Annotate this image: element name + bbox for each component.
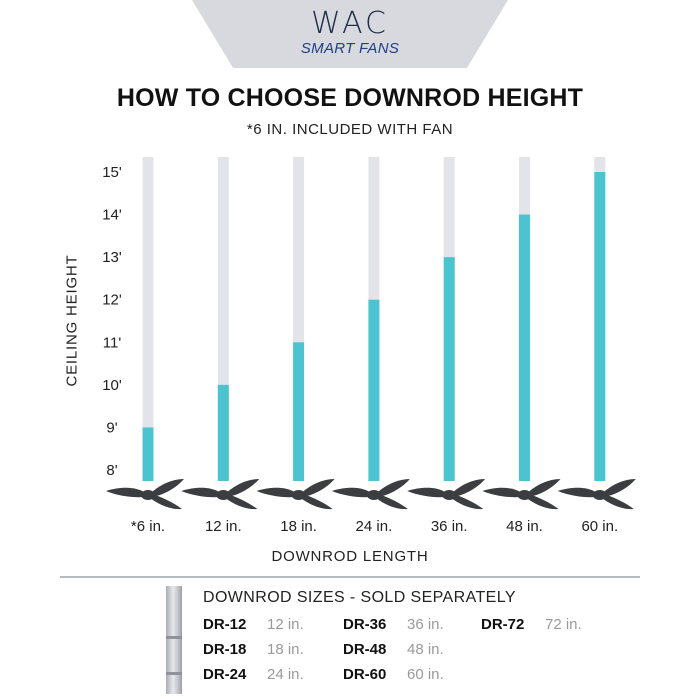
downrod-size-length: 60 in.: [407, 666, 444, 683]
downrod-size-code: DR-12: [203, 616, 247, 633]
ceiling-fan-icon: [181, 479, 260, 510]
x-tick-label: 24 in.: [356, 518, 393, 535]
x-tick-label: 36 in.: [431, 518, 468, 535]
downrod-size-length: 24 in.: [267, 666, 304, 683]
section-divider: [60, 576, 640, 578]
y-tick-label: 13': [102, 249, 122, 266]
x-axis-label: DOWNROD LENGTH: [271, 548, 429, 565]
x-tick-label: 12 in.: [205, 518, 242, 535]
ceiling-fan-icon: [557, 479, 636, 510]
downrod-size-code: DR-60: [343, 666, 387, 683]
ceiling-fan-icon: [407, 479, 486, 510]
downrod-size-item: DR-18 18 in.: [203, 641, 304, 658]
ceiling-fan-icon: [256, 479, 335, 510]
downrod-chart: 8' 9' 10' 11' 12' 13' 14' 15' *6 in. 12 in. 18 in.…: [102, 157, 636, 535]
bar: [217, 384, 229, 481]
x-tick-label: 18 in.: [280, 518, 317, 535]
downrod-size-item: DR-12 12 in.: [203, 616, 304, 633]
downrod-sizes-heading: DOWNROD SIZES - SOLD SEPARATELY: [203, 589, 516, 606]
bar: [293, 342, 305, 481]
bar-track: [217, 157, 229, 481]
downrod-icon-band: [166, 672, 182, 675]
brand-banner: [192, 0, 508, 68]
downrod-size-code: DR-72: [481, 616, 525, 633]
downrod-size-item: DR-48 48 in.: [343, 641, 444, 658]
bar: [142, 427, 154, 481]
downrod-size-code: DR-48: [343, 641, 387, 658]
ceiling-fan-icon: [106, 479, 184, 510]
y-tick-label: 10': [102, 377, 122, 394]
y-tick-label: 12': [102, 292, 122, 309]
downrod-icon: [166, 586, 182, 694]
downrod-size-item: DR-72 72 in.: [481, 616, 582, 633]
downrod-size-length: 36 in.: [407, 616, 444, 633]
downrod-size-length: 48 in.: [407, 641, 444, 658]
bar: [519, 214, 530, 482]
x-tick-label: 60 in.: [581, 518, 618, 535]
downrod-size-length: 18 in.: [267, 641, 304, 658]
downrod-size-code: DR-36: [343, 616, 387, 633]
downrod-size-item: DR-60 60 in.: [343, 666, 444, 683]
bar-track: [142, 157, 154, 481]
chart-title: HOW TO CHOOSE DOWNROD HEIGHT: [116, 84, 584, 112]
y-tick-label: 14': [102, 207, 122, 224]
downrod-size-item: DR-36 36 in.: [343, 616, 444, 633]
bar: [594, 172, 606, 481]
brand-logo: WAC: [311, 6, 389, 41]
downrod-size-item: DR-24 24 in.: [203, 666, 304, 683]
bar-track: [293, 157, 305, 481]
brand-tagline: SMART FANS: [300, 40, 400, 57]
ceiling-fan-icon: [331, 479, 410, 510]
y-tick-label: 11': [103, 334, 122, 351]
y-tick-label: 8': [106, 462, 117, 479]
x-tick-label: 48 in.: [506, 518, 543, 535]
downrod-size-length: 72 in.: [545, 616, 582, 633]
y-tick-label: 15': [102, 164, 122, 181]
bar: [443, 257, 455, 481]
x-tick-label: *6 in.: [131, 518, 165, 535]
downrod-size-length: 12 in.: [267, 616, 304, 633]
downrod-size-code: DR-18: [203, 641, 247, 658]
chart-subtitle: *6 IN. INCLUDED WITH FAN: [246, 121, 454, 138]
downrod-size-code: DR-24: [203, 666, 247, 683]
downrod-icon-band: [166, 636, 182, 639]
ceiling-fan-icon: [482, 479, 561, 510]
y-tick-label: 9': [106, 419, 117, 436]
bar: [368, 299, 380, 481]
